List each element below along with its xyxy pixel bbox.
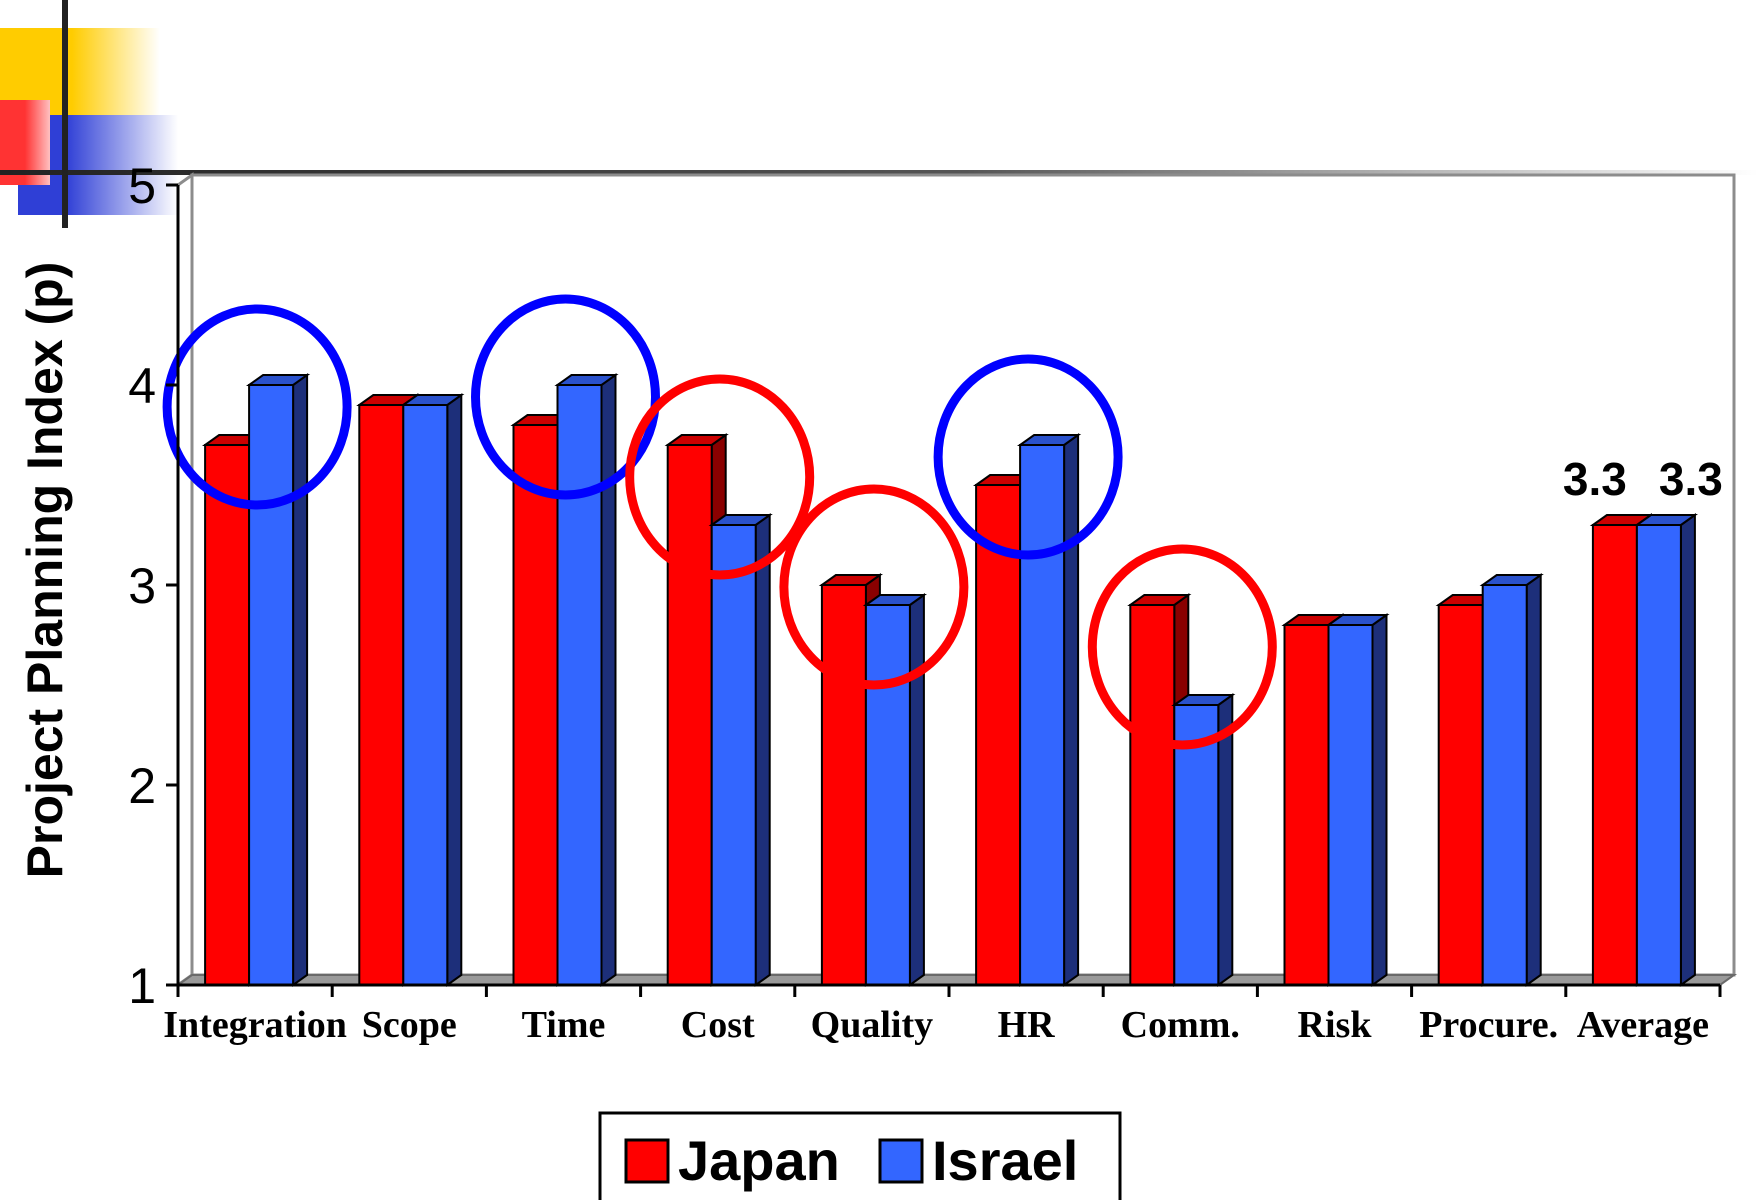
bar-front xyxy=(248,384,295,986)
bar-front xyxy=(1173,704,1220,986)
data-label-0: 3.3 xyxy=(1563,453,1627,505)
bar-israel-1 xyxy=(400,393,465,987)
highlight-circle-quality xyxy=(779,484,969,690)
legend: Japan Israel xyxy=(598,1111,1122,1200)
category-label-8: Procure. xyxy=(1419,1004,1558,1046)
bar-israel-6 xyxy=(1171,693,1236,987)
axes: 1 2 3 4 5 xyxy=(128,158,1722,1014)
bar-israel-8 xyxy=(1479,573,1544,987)
highlight-circles xyxy=(162,294,1277,750)
bar-front xyxy=(1481,584,1528,986)
category-label-7: Risk xyxy=(1298,1004,1373,1046)
slide-decoration xyxy=(0,0,1758,228)
bar-front xyxy=(512,424,559,986)
bar-side xyxy=(1063,433,1080,987)
bar-front xyxy=(864,604,911,986)
bar-front xyxy=(204,444,251,986)
category-label-1: Scope xyxy=(362,1004,457,1046)
bar-israel-4 xyxy=(862,593,928,987)
y-tick-label: 1 xyxy=(128,958,156,1014)
bar-side xyxy=(754,513,771,987)
category-label-4: Quality xyxy=(811,1004,933,1046)
category-label-0: Integration xyxy=(163,1004,347,1046)
highlight-circle-comm xyxy=(1087,544,1277,750)
bar-side xyxy=(908,593,925,987)
category-label-9: Average xyxy=(1577,1004,1709,1046)
bar-israel-3 xyxy=(708,513,773,987)
bar-side xyxy=(1371,613,1388,987)
y-axis-label: Project Planning Index (p) xyxy=(17,262,73,879)
data-label-1: 3.3 xyxy=(1659,453,1723,505)
labels: Integration Scope Time Cost Quality HR Comm. Ri… xyxy=(163,453,1723,1046)
highlight-circle-hr xyxy=(933,354,1123,560)
legend-label-israel: Israel xyxy=(932,1129,1078,1192)
bar-front xyxy=(1591,524,1638,986)
bar-front xyxy=(1437,604,1484,986)
category-label-2: Time xyxy=(522,1004,606,1046)
highlight-circle-cost xyxy=(625,374,815,580)
bar-israel-0 xyxy=(245,373,311,987)
bar-front xyxy=(710,524,757,986)
category-label-5: HR xyxy=(998,1004,1056,1046)
bar-israel-2 xyxy=(554,373,619,987)
category-label-6: Comm. xyxy=(1121,1004,1240,1046)
bar-side xyxy=(1525,573,1542,987)
category-label-3: Cost xyxy=(681,1004,755,1046)
bar-front xyxy=(556,384,603,986)
legend-swatch-japan xyxy=(624,1138,670,1184)
legend-swatch-israel xyxy=(878,1138,924,1184)
bar-front xyxy=(975,484,1022,986)
bar-front xyxy=(1283,624,1330,986)
y-tick-label: 4 xyxy=(128,358,156,414)
bar-side xyxy=(446,393,463,987)
bar-front xyxy=(1019,444,1066,986)
bar-front xyxy=(1327,624,1374,986)
y-tick-label: 2 xyxy=(128,758,156,814)
bar-israel-7 xyxy=(1325,613,1390,987)
plot-side-wall xyxy=(176,172,194,988)
bar-front xyxy=(666,444,713,986)
bar-front xyxy=(1129,604,1176,986)
bar-front xyxy=(358,404,405,986)
legend-label-japan: Japan xyxy=(678,1129,840,1192)
bar-side xyxy=(1679,513,1696,987)
bar-side xyxy=(600,373,617,987)
bar-front xyxy=(402,404,449,986)
bar-side xyxy=(292,373,309,987)
bar-front xyxy=(820,584,867,986)
y-tick-label: 3 xyxy=(128,558,156,614)
bar-front xyxy=(1635,524,1682,986)
legend-box xyxy=(598,1111,1122,1200)
bars xyxy=(201,373,1699,987)
bar-israel-9 xyxy=(1633,513,1699,987)
highlight-circle-integration xyxy=(162,304,352,510)
highlight-circle-time xyxy=(471,294,660,500)
bar-israel-5 xyxy=(1016,433,1082,987)
y-tick-label: 5 xyxy=(128,158,156,214)
